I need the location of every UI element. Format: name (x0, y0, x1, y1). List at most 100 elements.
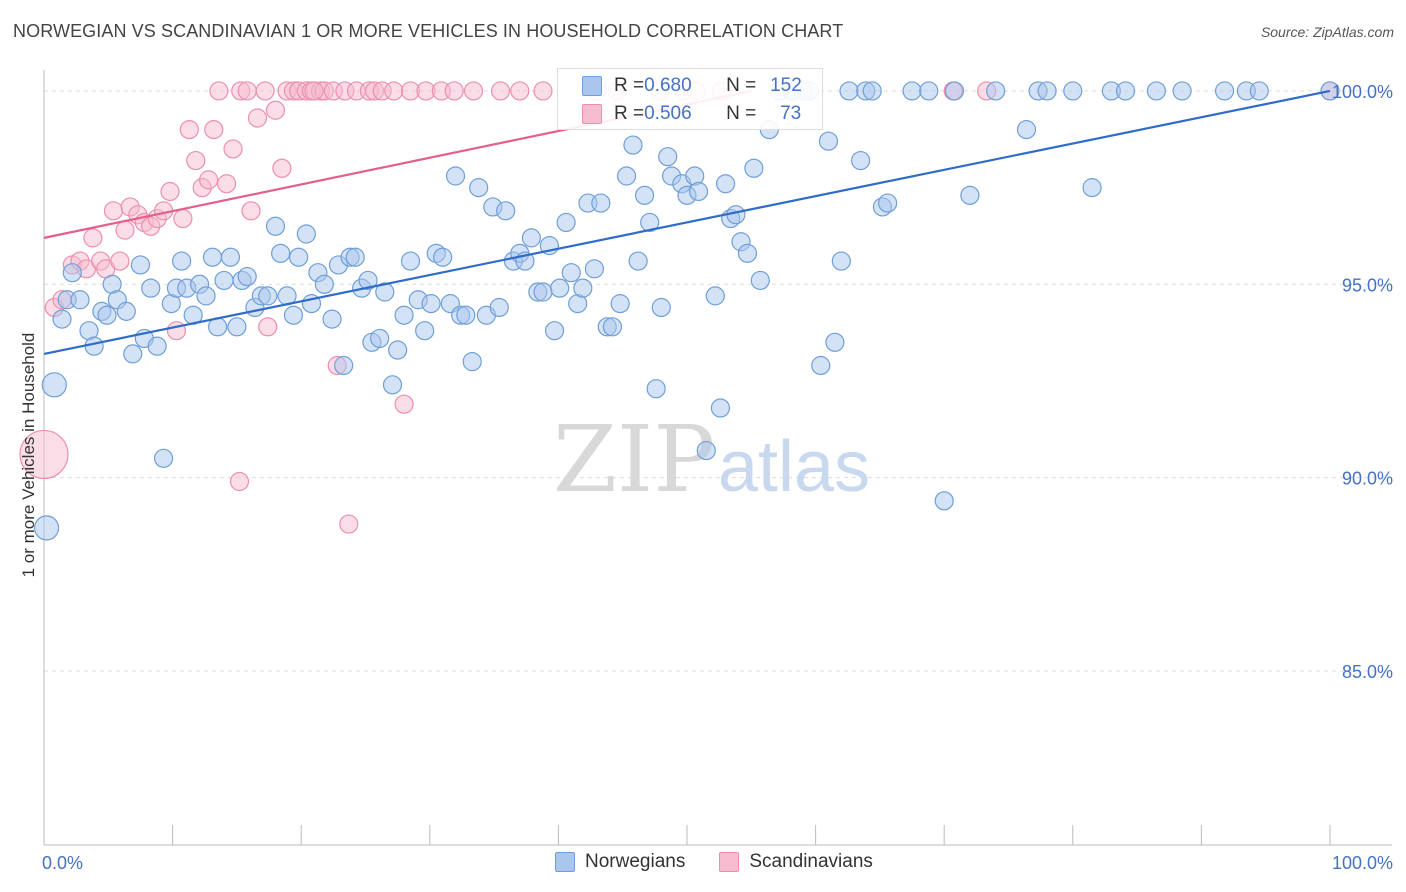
norwegian-point (640, 212, 660, 233)
norwegian-point (382, 375, 403, 395)
legend-label-norwegians: Norwegians (585, 851, 686, 872)
norwegian-point (561, 263, 581, 283)
norwegian-point (1082, 178, 1102, 198)
norwegian-point (375, 282, 395, 302)
norwegian-point (584, 259, 605, 279)
norwegian-point (1249, 81, 1269, 101)
scandinavian-point (237, 81, 257, 101)
norwegian-point (544, 321, 565, 341)
norwegian-point (934, 491, 954, 511)
norwegian-point (141, 278, 161, 298)
watermark: ZIP atlas (553, 406, 870, 513)
y-tick-label: 95.0% (1342, 275, 1393, 295)
legend-n-value: 152 (770, 75, 802, 96)
norwegian-point (462, 352, 482, 372)
scandinavian-point (223, 139, 243, 159)
norwegian-point (469, 178, 489, 198)
norwegian-point (52, 309, 72, 329)
norwegian-point (591, 193, 611, 213)
norwegian-point (496, 201, 516, 221)
norwegian-point (550, 278, 570, 298)
tick-labels: 85.0% 90.0% 95.0% 100.0% 0.0% 100.0% (42, 82, 1393, 873)
norwegian-point (628, 251, 648, 271)
norwegian-point (919, 81, 939, 101)
norwegian-point (41, 372, 67, 398)
norwegian-point (825, 332, 845, 352)
norwegian-point (84, 336, 104, 356)
norwegian-trend-line (43, 89, 1331, 355)
legend-r-value: 0.506 (644, 103, 692, 124)
norwegian-point (445, 166, 466, 186)
y-tick-label: 100.0% (1332, 82, 1393, 102)
norwegian-point (289, 247, 309, 267)
x-tick-label: 100.0% (1332, 853, 1393, 873)
norwegian-point (283, 305, 304, 325)
y-tick-label: 85.0% (1342, 662, 1393, 682)
norwegian-point (296, 224, 316, 244)
norwegian-point (634, 185, 655, 205)
norwegian-point (744, 158, 764, 178)
norwegian-point (658, 147, 678, 167)
norwegian-point (421, 294, 441, 314)
norwegian-point (944, 81, 965, 101)
norwegian-point (986, 81, 1006, 101)
norwegian-point (322, 309, 342, 329)
norwegian-point (1063, 81, 1083, 101)
norwegian-point (220, 247, 241, 267)
norwegian-point (839, 81, 859, 101)
norwegian-point (818, 131, 839, 151)
scandinavian-point (83, 228, 103, 248)
scandinavian-point (384, 81, 404, 101)
scandinavian-point (110, 251, 130, 271)
legend-item-scandinavians[interactable]: Scandinavians (719, 851, 873, 873)
norwegian-point (573, 278, 593, 298)
norwegian-point (433, 247, 453, 267)
scandinavian-point (160, 181, 180, 202)
scandinavian-point (173, 208, 193, 229)
x-tick-label: 0.0% (42, 853, 83, 873)
norwegian-point (831, 251, 851, 271)
norwegian-point (616, 166, 637, 186)
norwegian-point (651, 297, 671, 318)
norwegian-point (62, 263, 82, 283)
norwegian-point (388, 340, 408, 360)
scandinavian-point (444, 81, 464, 101)
legend-item-norwegians[interactable]: Norwegians (555, 851, 685, 873)
norwegian-point (153, 448, 174, 468)
norwegian-point (172, 251, 192, 271)
norwegian-point (533, 282, 553, 302)
scandinavian-point (255, 81, 275, 101)
scandinavian-point (115, 220, 135, 240)
scandinavian-point (510, 81, 530, 101)
legend-swatch-norwegians (555, 852, 575, 872)
norwegian-point (314, 274, 334, 294)
norwegian-point (1037, 81, 1057, 101)
legend-swatch-scandinavians (719, 852, 740, 872)
scandinavian-point (304, 81, 324, 101)
norwegian-point (265, 216, 286, 236)
norwegian-point (710, 398, 731, 418)
norwegian-point (1172, 81, 1192, 101)
norwegian-point (370, 328, 390, 349)
scandinavian-point (209, 81, 229, 101)
legend-swatch-norwegians (582, 76, 602, 96)
norwegian-point (1016, 120, 1037, 140)
norwegian-point (400, 251, 421, 271)
norwegian-point (237, 266, 257, 287)
norwegian-point (878, 193, 898, 213)
legend-swatch-scandinavians (582, 104, 602, 124)
y-tick-label: 90.0% (1342, 469, 1393, 489)
norwegian-point (123, 344, 143, 364)
norwegian-point (33, 515, 60, 541)
legend-r-value: 0.680 (644, 75, 692, 96)
norwegian-point (811, 355, 831, 376)
norwegian-point (345, 247, 365, 267)
norwegian-point (489, 297, 509, 318)
series-legend: Norwegians Scandinavians (555, 851, 907, 873)
chart-title: NORWEGIAN VS SCANDINAVIAN 1 OR MORE VEHI… (13, 21, 844, 41)
stats-legend: R = 0.680 N = 152 R = 0.506 N = 73 (557, 68, 823, 130)
scandinavian-point (19, 429, 69, 480)
norwegian-point (862, 81, 882, 101)
norwegian-point (1214, 81, 1235, 101)
